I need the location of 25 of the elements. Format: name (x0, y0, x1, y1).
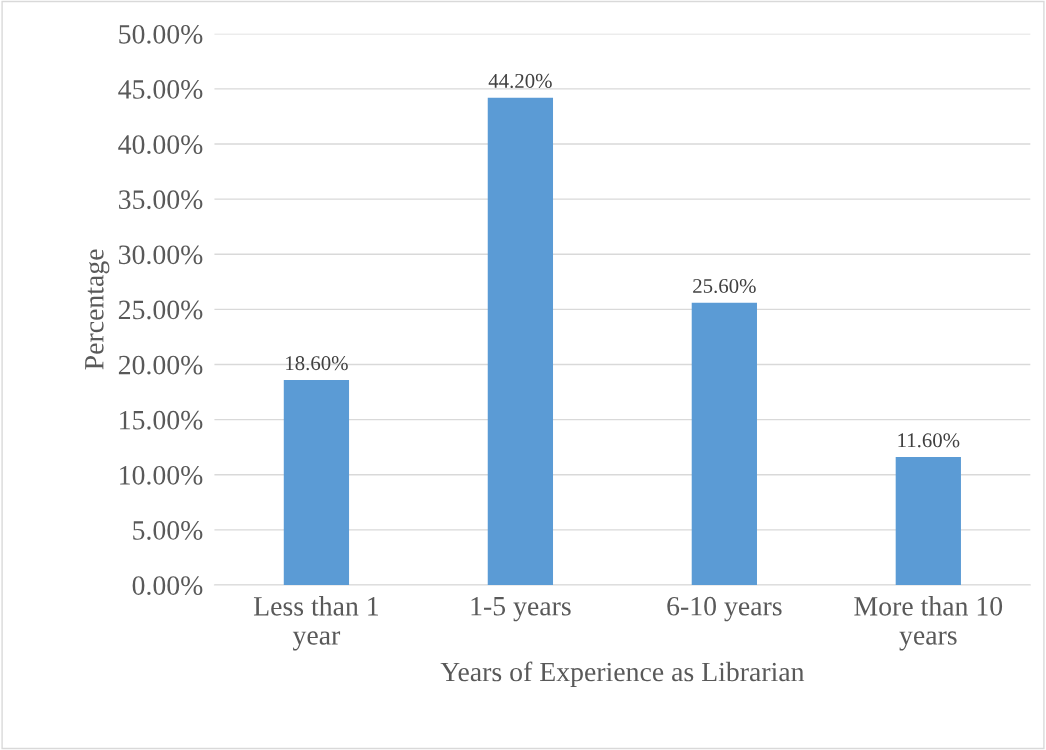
y-tick-label: 25.00% (118, 300, 203, 320)
data-label: 44.20% (488, 73, 552, 88)
y-tick-label: 40.00% (118, 135, 203, 155)
y-tick-label: 50.00% (119, 24, 203, 44)
y-tick-label: 5.00% (133, 521, 203, 540)
bar (895, 457, 961, 585)
data-label: 25.60% (693, 278, 756, 294)
y-tick-label: 45.00% (118, 80, 203, 99)
bar (691, 302, 757, 585)
data-label: 11.60% (898, 433, 960, 448)
y-tick-label: 30.00% (119, 245, 203, 265)
data-label: 18.60% (286, 356, 348, 371)
y-tick-label: 20.00% (118, 355, 203, 375)
bar (487, 97, 554, 585)
y-tick-label: 15.00% (120, 410, 203, 430)
y-tick-label: 0.00% (132, 576, 203, 596)
x-tick-label: Less than 1 year (253, 596, 379, 651)
x-tick-label: More than 10 years (854, 596, 1003, 651)
x-tick-label: 6-10 years (667, 596, 782, 622)
y-axis-title: Percentage (85, 249, 110, 370)
x-axis-title: Years of Experience as Librarian (440, 661, 805, 688)
x-tick-label: 1-5 years (471, 596, 571, 622)
y-tick-label: 35.00% (119, 190, 203, 210)
y-tick-label: 10.00% (120, 465, 203, 485)
bar (283, 379, 350, 585)
